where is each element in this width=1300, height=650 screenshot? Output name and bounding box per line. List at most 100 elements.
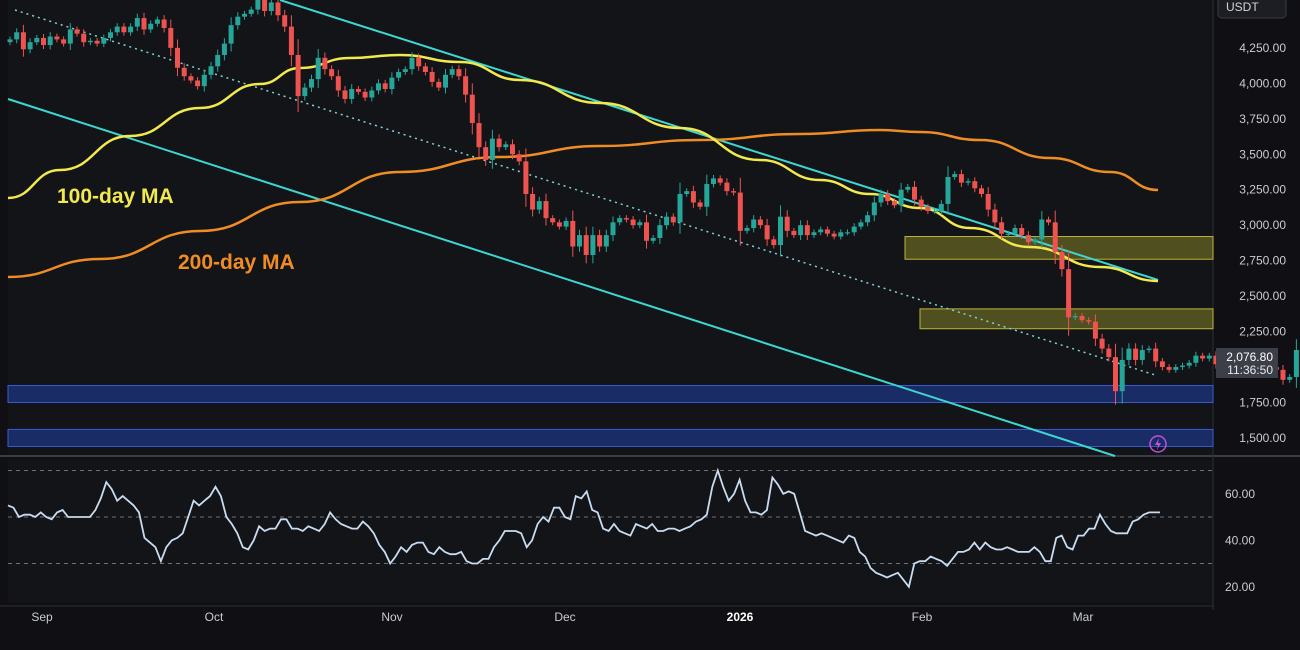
rsi-tick-label: 60.00 xyxy=(1225,487,1255,501)
candle-body xyxy=(958,174,964,183)
candle-body xyxy=(1206,355,1212,359)
candle-body xyxy=(623,218,629,220)
candle-body xyxy=(972,181,978,189)
candle-body xyxy=(228,25,234,44)
candle-body xyxy=(985,193,991,210)
candle-body xyxy=(443,74,448,88)
candle-body xyxy=(248,9,254,14)
candle-body xyxy=(664,216,670,226)
candle-body xyxy=(1059,252,1065,270)
price-tick-label: 1,750.00 xyxy=(1239,396,1286,410)
time-axis-label: Oct xyxy=(205,610,224,624)
price-tick-label: 1,500.00 xyxy=(1239,431,1286,445)
candle-body xyxy=(938,203,944,212)
candle-body xyxy=(81,33,87,43)
candle-body xyxy=(818,229,824,233)
unit-box xyxy=(1217,0,1287,19)
candle-body xyxy=(175,47,180,68)
candle-body xyxy=(516,154,522,162)
candle-body xyxy=(1019,228,1025,236)
candle-body xyxy=(114,26,120,33)
candle-body xyxy=(925,206,931,212)
candle-body xyxy=(798,225,804,236)
candle-body xyxy=(94,40,100,44)
candle-body xyxy=(369,90,375,98)
candle-body xyxy=(603,235,609,247)
candle-body xyxy=(141,18,147,30)
time-axis-label: Nov xyxy=(381,610,402,624)
candle-body xyxy=(731,191,737,193)
price-tick-label: 3,750.00 xyxy=(1239,112,1286,126)
demand-zone-lower xyxy=(7,428,1214,447)
candle-body xyxy=(737,192,743,231)
candle-body xyxy=(804,225,810,236)
candle-body xyxy=(979,188,984,194)
candle-body xyxy=(1193,355,1199,363)
candle-body xyxy=(503,144,509,148)
candle-body xyxy=(295,54,301,97)
candle-body xyxy=(945,176,951,204)
candle-body xyxy=(416,57,422,67)
candle-body xyxy=(1086,320,1092,322)
candle-body xyxy=(134,18,140,27)
candle-body xyxy=(335,76,341,91)
candle-body xyxy=(148,23,154,30)
price-tick-label: 4,000.00 xyxy=(1239,76,1286,90)
candle-body xyxy=(1166,367,1172,370)
last-price-badge xyxy=(1216,348,1278,378)
candle-body xyxy=(262,0,268,11)
candle-body xyxy=(670,216,676,223)
candle-body xyxy=(496,138,502,148)
candle-body xyxy=(27,42,33,50)
candle-body xyxy=(791,230,797,236)
candle-body xyxy=(1113,357,1118,392)
candle-body xyxy=(543,201,549,219)
candle-body xyxy=(1005,233,1011,235)
time-axis-label: Mar xyxy=(1073,610,1094,624)
candle-body xyxy=(329,69,335,77)
candle-body xyxy=(362,91,368,98)
candle-body xyxy=(711,178,716,185)
price-tick-label: 3,000.00 xyxy=(1239,218,1286,232)
candle-body xyxy=(918,199,924,207)
candle-body xyxy=(885,193,891,202)
candle-body xyxy=(784,216,790,231)
candle-body xyxy=(583,235,589,255)
candle-body xyxy=(1039,219,1045,240)
candle-body xyxy=(14,32,20,40)
time-axis-label: Feb xyxy=(912,610,933,624)
candle-body xyxy=(563,220,569,227)
candle-body xyxy=(510,144,515,155)
candle-body xyxy=(429,71,435,82)
ma100-line xyxy=(7,53,1159,283)
lightning-icon xyxy=(1149,435,1167,453)
candle-body xyxy=(556,222,562,227)
candle-body xyxy=(161,19,167,29)
candle-body xyxy=(201,74,207,87)
candle-body xyxy=(355,89,361,92)
candle-body xyxy=(932,211,938,213)
candle-body xyxy=(657,225,663,238)
candle-body xyxy=(845,232,850,234)
candle-body xyxy=(577,235,582,247)
time-axis-label: Dec xyxy=(554,610,575,624)
candle-body xyxy=(831,233,837,237)
candle-body xyxy=(215,54,221,67)
ma200-line xyxy=(7,128,1159,279)
candle-body xyxy=(1280,369,1286,380)
candle-body xyxy=(154,19,160,24)
candle-body xyxy=(1106,348,1112,358)
candle-body xyxy=(1025,235,1031,243)
candle-body xyxy=(878,193,884,203)
price-tick-label: 3,250.00 xyxy=(1239,183,1286,197)
demand-zone-upper xyxy=(7,384,1214,403)
candle-body xyxy=(1066,269,1072,318)
price-tick-label: 2,250.00 xyxy=(1239,325,1286,339)
candle-body xyxy=(128,26,134,33)
candle-body xyxy=(530,193,536,210)
candle-body xyxy=(1072,315,1078,318)
candle-body xyxy=(322,57,328,70)
candle-body xyxy=(1092,321,1098,339)
